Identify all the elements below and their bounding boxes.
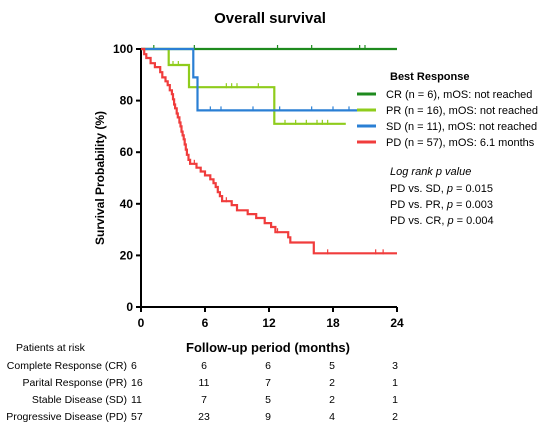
risk-value: 23 <box>198 411 210 422</box>
curve-sd <box>141 47 358 112</box>
y-tick-label: 80 <box>120 94 134 108</box>
y-tick-label: 60 <box>120 145 134 159</box>
stats-comparison: PD vs. CR, <box>390 215 447 227</box>
chart-title: Overall survival <box>214 10 326 27</box>
risk-table: Patients at risk Complete Response (CR) 6… <box>6 342 398 422</box>
curve-pr <box>141 47 346 125</box>
axes: 0 6 12 18 24 0 20 40 60 80 100 <box>113 42 404 330</box>
risk-row-label: Stable Disease (SD) <box>32 394 127 406</box>
stats-comparison: PD vs. PR, <box>390 199 447 211</box>
x-tick-label: 0 <box>138 316 145 330</box>
x-axis-label: Follow-up period (months) <box>186 340 350 355</box>
risk-value: 7 <box>265 377 271 389</box>
legend-title: Best Response <box>390 71 469 83</box>
y-tick-label: 0 <box>126 300 133 314</box>
stats-p-value: = 0.003 <box>453 199 493 211</box>
risk-value: 7 <box>201 394 207 406</box>
risk-value: 16 <box>131 377 143 389</box>
x-tick-label: 12 <box>262 316 276 330</box>
risk-value: 3 <box>392 360 398 372</box>
risk-value: 6 <box>131 360 137 372</box>
risk-value: 5 <box>265 394 271 406</box>
legend-item-pd: PD (n = 57), mOS: 6.1 months <box>386 137 535 149</box>
stats-p-symbol: p <box>446 183 453 195</box>
risk-row-label: Complete Response (CR) <box>7 360 127 372</box>
y-tick-label: 100 <box>113 42 133 56</box>
risk-value: 11 <box>199 377 210 389</box>
risk-row-label: Progressive Disease (PD) <box>6 411 127 422</box>
stats-line: PD vs. CR, p = 0.004 <box>390 215 494 227</box>
stats-line: PD vs. PR, p = 0.003 <box>390 199 493 211</box>
logrank-stats: Log rank p value PD vs. SD, p = 0.015PD … <box>390 166 494 227</box>
stats-line: PD vs. SD, p = 0.015 <box>390 183 493 195</box>
survival-curves <box>141 45 397 255</box>
stats-heading: Log rank p value <box>390 166 471 178</box>
risk-value: 2 <box>329 377 335 389</box>
legend-item-cr: CR (n = 6), mOS: not reached <box>386 89 532 101</box>
stats-comparison: PD vs. SD, <box>390 183 447 195</box>
y-axis-label: Survival Probability (%) <box>93 111 107 245</box>
legend-item-pr: PR (n = 16), mOS: not reached <box>386 105 538 117</box>
legend: Best Response CR (n = 6), mOS: not reach… <box>357 71 538 149</box>
stats-p-symbol: p <box>446 215 453 227</box>
x-tick-label: 6 <box>202 316 209 330</box>
risk-value: 6 <box>265 360 271 372</box>
risk-value: 9 <box>265 411 271 422</box>
risk-table-header: Patients at risk <box>16 342 86 354</box>
stats-p-value: = 0.015 <box>453 183 493 195</box>
risk-value: 5 <box>329 360 335 372</box>
y-tick-label: 40 <box>120 197 134 211</box>
y-tick-label: 20 <box>120 248 134 262</box>
curve-pd <box>141 47 397 255</box>
risk-value: 1 <box>392 377 398 389</box>
risk-value: 4 <box>329 411 335 422</box>
risk-value: 1 <box>392 394 398 406</box>
x-tick-label: 18 <box>326 316 340 330</box>
risk-value: 2 <box>392 411 398 422</box>
legend-item-sd: SD (n = 11), mOS: not reached <box>386 121 537 133</box>
risk-value: 57 <box>131 411 143 422</box>
risk-value: 2 <box>329 394 335 406</box>
risk-value: 6 <box>201 360 207 372</box>
stats-p-symbol: p <box>446 199 453 211</box>
stats-p-value: = 0.004 <box>454 215 494 227</box>
x-tick-label: 24 <box>390 316 404 330</box>
risk-value: 11 <box>131 394 142 406</box>
risk-row-label: Parital Response (PR) <box>23 377 127 389</box>
